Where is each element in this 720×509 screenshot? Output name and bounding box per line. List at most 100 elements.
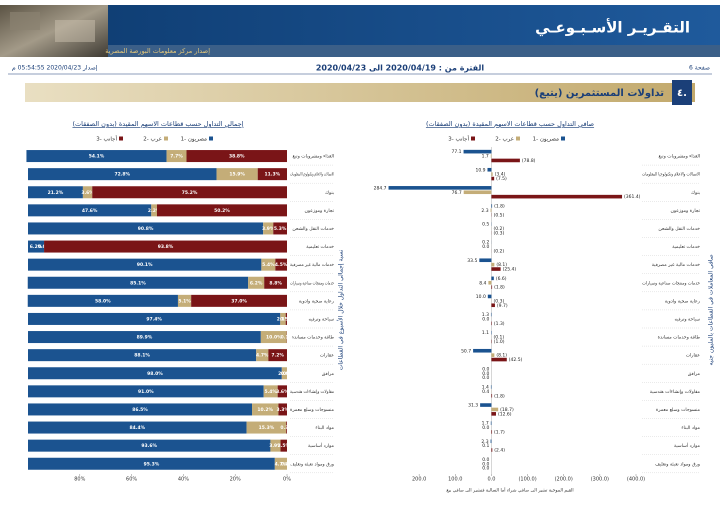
bar-segment	[28, 439, 271, 452]
value-label: 10.2%	[257, 407, 273, 413]
value-label: 6.2%	[250, 280, 263, 286]
category-label: بنوك	[325, 191, 334, 196]
value-label: (1.8)	[494, 203, 505, 209]
bar	[491, 194, 623, 199]
legend-swatch	[209, 136, 213, 141]
x-tick-label: 40%	[178, 477, 189, 483]
value-label: 93.8%	[158, 244, 174, 250]
value-label: 0.0	[482, 457, 489, 463]
axis-title: نسبة إجمالي التداول خلال الأسبوع في القط…	[337, 249, 345, 370]
bar	[491, 412, 496, 416]
category-label: خدمات تعليمية	[672, 245, 700, 250]
category-label: الاتصالات والاعلام وتكنولوجيا المعلومات	[290, 172, 334, 178]
category-label: الاتصالات والاعلام وتكنولوجيا المعلومات	[642, 172, 700, 178]
value-label: (9.7)	[497, 303, 508, 309]
value-label: (78.8)	[522, 158, 536, 164]
value-label: 89.9%	[137, 335, 153, 341]
value-label: 0.0	[482, 461, 489, 467]
value-label: 4.5%	[275, 262, 288, 268]
category-label: مرافق	[322, 372, 335, 377]
category-label: مرافق	[688, 372, 701, 377]
x-tick-label: (100.0)	[518, 477, 536, 483]
value-label: 0.4	[482, 389, 489, 395]
value-label: 37.0%	[231, 298, 247, 304]
header-strip	[108, 45, 720, 57]
bar-segment	[248, 276, 265, 289]
bar	[491, 393, 493, 398]
legend-label: مصريون -1	[533, 137, 559, 143]
bar	[463, 149, 492, 154]
value-label: (12.6)	[498, 411, 512, 417]
category-label: موارد أساسية	[308, 442, 335, 449]
value-label: 0.5%	[280, 316, 293, 322]
value-label: 75.2%	[182, 190, 198, 196]
bar	[490, 385, 492, 389]
bar	[491, 303, 495, 308]
value-label: 54.1%	[89, 154, 105, 160]
value-label: 93.6%	[141, 443, 157, 449]
category-label: خدمات ومنتجات صناعية وسيارات	[642, 281, 700, 286]
bar-segment	[285, 312, 287, 325]
bar-segment	[274, 457, 287, 470]
value-label: 1.3	[482, 312, 489, 318]
bar-segment	[191, 294, 287, 307]
category-label: الغذاء ومشروبات وتبغ	[658, 155, 700, 160]
value-label: 86.5%	[132, 407, 148, 413]
bar-segment	[277, 385, 287, 398]
value-label: 0.0	[482, 371, 489, 377]
issue-date: إصدار 2020/04/23 05:54:55 م	[12, 65, 98, 72]
bar	[488, 280, 492, 285]
page-number: صفحة 6	[689, 65, 710, 72]
category-label: عقارات	[686, 354, 701, 359]
bar-segment	[28, 457, 275, 470]
x-tick-label: 60%	[126, 477, 137, 483]
bar-segment	[92, 186, 288, 199]
bar-segment	[28, 204, 152, 217]
category-label: مواد البناء	[315, 426, 334, 431]
value-label: 0.0	[482, 316, 489, 322]
value-label: (1.7)	[494, 429, 505, 435]
bar-segment	[28, 240, 45, 253]
value-label: 7.2%	[271, 353, 284, 359]
category-label: موارد أساسية	[674, 442, 701, 449]
x-tick-label: 0%	[283, 477, 291, 483]
value-label: 8.8%	[269, 280, 282, 286]
value-label: (1.0)	[494, 339, 505, 345]
bar-segment	[28, 258, 262, 271]
category-label: خدمات ومنتجات صناعية وسيارات	[290, 281, 334, 286]
value-label: 15.9%	[229, 172, 245, 178]
value-label: 1.7	[482, 154, 489, 160]
value-label: 0.0%	[281, 461, 294, 467]
value-label: (7.5)	[496, 176, 507, 182]
value-label: 3.9%	[269, 443, 282, 449]
bar-segment	[273, 222, 287, 235]
bar	[491, 204, 493, 208]
bar-segment	[286, 421, 287, 434]
bar-segment	[270, 439, 281, 452]
value-label: 2.0%	[278, 371, 291, 377]
category-label: خدمات تعليمية	[306, 245, 334, 250]
value-label: 77.1	[452, 149, 462, 155]
x-tick-label: 80%	[74, 477, 85, 483]
value-label: 3.3%	[276, 407, 289, 413]
value-label: 2.1%	[277, 316, 290, 322]
value-label: 0.0	[482, 244, 489, 250]
bar	[463, 190, 492, 195]
bar-segment	[252, 403, 279, 416]
value-label: 0.0	[482, 375, 489, 381]
value-label: (1.8)	[494, 285, 505, 291]
value-label: 1.1	[482, 330, 489, 336]
x-tick-label: 20%	[230, 477, 241, 483]
value-label: (3.4)	[495, 172, 506, 178]
bar-segment	[281, 367, 287, 380]
category-label: خدمات مالية غير مصرفية	[652, 263, 700, 268]
value-label: 91.0%	[138, 389, 154, 395]
value-label: 21.2%	[48, 190, 64, 196]
legend-label: أجانب -3	[96, 135, 117, 143]
legend-swatch	[471, 136, 475, 141]
category-label: ورق ومواد تعبئة وتغليف	[290, 461, 334, 467]
value-label: (0.2)	[494, 248, 505, 254]
bar	[388, 186, 492, 190]
category-label: الغذاء ومشروبات وتبغ	[292, 155, 334, 160]
value-label: (6.6)	[496, 276, 507, 282]
